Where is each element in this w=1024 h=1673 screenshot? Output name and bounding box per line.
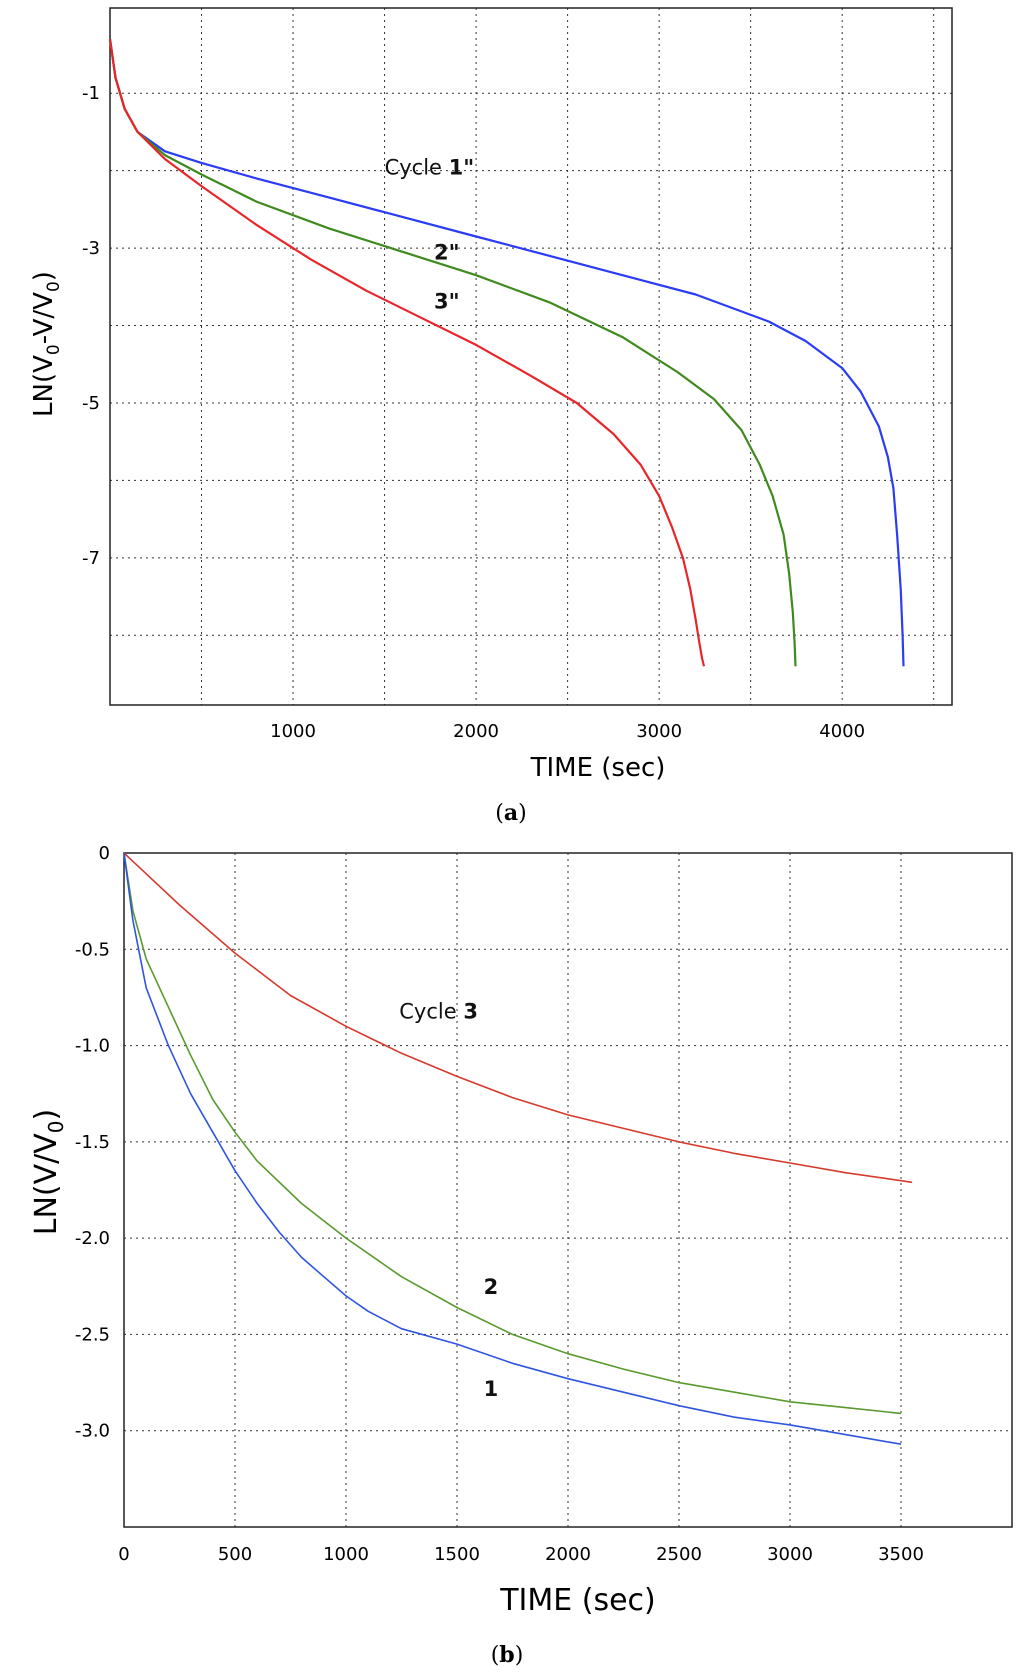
y-tick-label: -2.0 bbox=[75, 1228, 110, 1249]
annotation-text: Cycle bbox=[385, 156, 449, 180]
y-tick-label: -0.5 bbox=[75, 939, 110, 960]
x-tick-label: 1000 bbox=[270, 721, 316, 742]
y-axis-label-text: LN(V/V bbox=[29, 1133, 64, 1235]
plot-frame bbox=[109, 7, 953, 706]
panel-caption: (a) bbox=[495, 800, 526, 826]
x-tick-label: 3000 bbox=[767, 1544, 813, 1565]
chart-panel-a: 1000 2000 3000 4000 -1 -3 -5 -7 Cycle 1" 2" 3" TIME… bbox=[29, 7, 953, 826]
x-axis-label: TIME (sec) bbox=[530, 753, 666, 783]
series-line-3 bbox=[108, 38, 706, 667]
x-tick-label: 0 bbox=[118, 1544, 129, 1565]
series-line-2 bbox=[108, 38, 797, 667]
annotation-number: 1" bbox=[449, 156, 475, 180]
x-tick-label: 2000 bbox=[453, 721, 499, 742]
annotation-number: 2 bbox=[484, 1275, 499, 1299]
y-axis-label-text: ) bbox=[29, 1109, 64, 1121]
y-axis-label-text: LN(V bbox=[29, 355, 59, 417]
annotation-number: 3 bbox=[463, 1000, 478, 1024]
y-axis-label-subscript: 0 bbox=[44, 344, 64, 355]
series-line-3 bbox=[123, 852, 902, 1445]
y-tick-label: -2.5 bbox=[75, 1324, 110, 1345]
y-tick-label: -1.5 bbox=[75, 1132, 110, 1153]
y-tick-label: -1 bbox=[82, 83, 100, 104]
series-annotation: Cycle 3 bbox=[399, 1000, 478, 1024]
series-line-1 bbox=[108, 38, 905, 667]
series-line-2 bbox=[123, 852, 902, 1415]
x-tick-label: 2000 bbox=[545, 1544, 591, 1565]
chart-panel-b: 0 500 1000 1500 2000 2500 3000 3500 0 -0.5 -1.0 -1.… bbox=[29, 843, 1013, 1668]
annotation-number: 1 bbox=[484, 1377, 499, 1401]
y-axis-label-subscript: 0 bbox=[44, 1120, 68, 1133]
panel-caption-letter: b bbox=[499, 1642, 514, 1668]
series-annotation: 2" bbox=[434, 241, 460, 265]
x-tick-label: 1000 bbox=[323, 1544, 369, 1565]
y-tick-label: -3.0 bbox=[75, 1421, 110, 1442]
y-tick-label: -7 bbox=[82, 548, 100, 569]
y-axis-label: LN(V0-V/V0) bbox=[29, 271, 64, 417]
series-annotation: 2 bbox=[484, 1275, 499, 1299]
panel-caption: (b) bbox=[491, 1642, 524, 1668]
series-annotation: Cycle 1" bbox=[385, 156, 475, 180]
annotation-number: 3" bbox=[434, 289, 460, 313]
series-annotation: 1 bbox=[484, 1377, 499, 1401]
x-tick-label: 1500 bbox=[434, 1544, 480, 1565]
x-tick-label: 4000 bbox=[819, 721, 865, 742]
x-tick-label: 500 bbox=[218, 1544, 252, 1565]
y-tick-label: -5 bbox=[82, 393, 100, 414]
y-tick-label: -1.0 bbox=[75, 1036, 110, 1057]
y-tick-label: 0 bbox=[99, 843, 110, 864]
y-axis-label-text: ) bbox=[29, 271, 59, 281]
y-axis-label-subscript: 0 bbox=[44, 281, 64, 292]
x-tick-label: 3500 bbox=[878, 1544, 924, 1565]
x-axis-label: TIME (sec) bbox=[499, 1583, 656, 1618]
y-axis-label-text: -V/V bbox=[29, 292, 59, 344]
series-line-1 bbox=[123, 852, 913, 1184]
y-axis-label: LN(V/V0) bbox=[29, 1109, 68, 1235]
panel-caption-letter: a bbox=[504, 800, 518, 826]
series-annotation: 3" bbox=[434, 289, 460, 313]
annotation-text: Cycle bbox=[399, 1000, 463, 1024]
annotation-number: 2" bbox=[434, 241, 460, 265]
plot-frame bbox=[123, 852, 1013, 1528]
y-tick-label: -3 bbox=[82, 238, 100, 259]
x-tick-label: 2500 bbox=[656, 1544, 702, 1565]
x-tick-label: 3000 bbox=[636, 721, 682, 742]
